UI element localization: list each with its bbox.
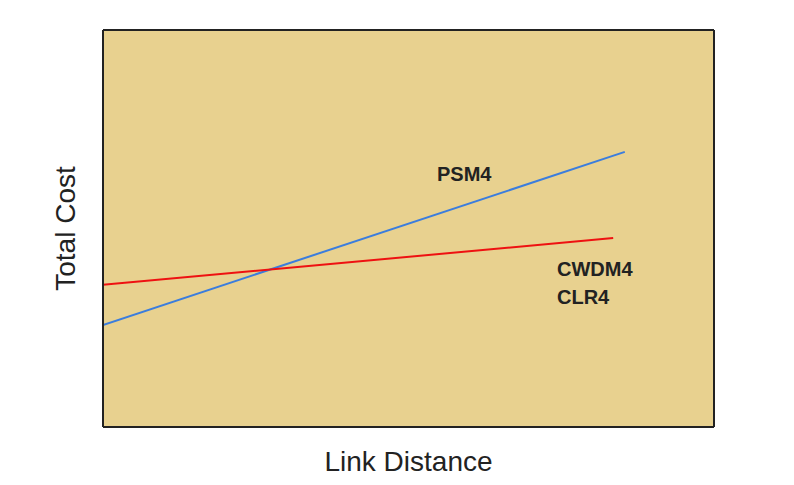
svg-text:Total Cost: Total Cost — [50, 166, 81, 291]
svg-text:Link Distance: Link Distance — [324, 446, 492, 477]
html-text:PSM4: PSM4 — [437, 163, 492, 185]
html-text:CLR4: CLR4 — [557, 286, 610, 308]
html-text:CWDM4: CWDM4 — [557, 258, 633, 280]
